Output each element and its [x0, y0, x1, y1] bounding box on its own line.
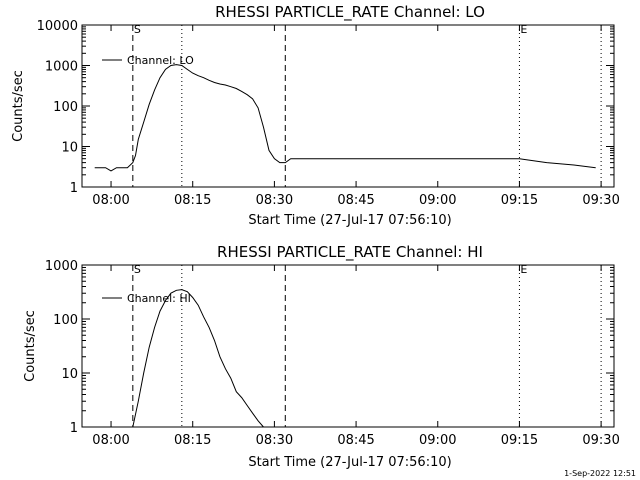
y-tick-label-2: 100 [53, 100, 78, 115]
panel-hi-title: RHESSI PARTICLE_RATE Channel: HI [217, 243, 483, 262]
panel-lo-title: RHESSI PARTICLE_RATE Channel: LO [215, 3, 485, 22]
x-tick-label-5: 09:15 [501, 193, 538, 208]
y-tick-label-0: 1 [70, 181, 78, 196]
x-tick-label-3: 08:45 [337, 433, 374, 448]
panel-lo-x-axis: 08:00 08:15 08:30 08:45 09:00 09:15 09:30 [92, 25, 620, 208]
y-tick-label-1: 10 [61, 367, 78, 382]
marker-label-E: E [520, 263, 527, 276]
panel-lo-legend-label: Channel: LO [127, 54, 194, 67]
x-tick-label-4: 09:00 [419, 193, 456, 208]
panel-lo-series-line [94, 64, 596, 172]
panel-hi-legend-label: Channel: HI [127, 292, 191, 305]
y-tick-label-0: 1 [70, 421, 78, 436]
x-tick-label-0: 08:00 [92, 193, 129, 208]
panel-hi-y-label: Counts/sec [23, 310, 38, 382]
panel-lo-frame [81, 24, 615, 188]
y-tick-label-2: 100 [53, 313, 78, 328]
y-tick-label-4: 10000 [37, 19, 78, 34]
panel-hi-y-axis: 1 10 100 1000 [45, 259, 614, 436]
x-tick-label-2: 08:30 [256, 433, 293, 448]
marker-label-S: S [134, 23, 141, 36]
x-tick-label-6: 09:30 [582, 433, 619, 448]
y-tick-label-3: 1000 [45, 259, 78, 274]
panel-hi-frame [81, 264, 615, 428]
marker-label-S: S [134, 263, 141, 276]
panel-lo-y-label: Counts/sec [11, 70, 26, 142]
panel-hi-x-label: Start Time (27-Jul-17 07:56:10) [248, 455, 451, 470]
marker-label-E: E [520, 23, 527, 36]
x-tick-label-0: 08:00 [92, 433, 129, 448]
panel-lo-x-label: Start Time (27-Jul-17 07:56:10) [248, 213, 451, 228]
x-tick-label-1: 08:15 [174, 433, 211, 448]
x-tick-label-4: 09:00 [419, 433, 456, 448]
y-tick-label-3: 1000 [45, 60, 78, 75]
x-tick-label-6: 09:30 [582, 193, 619, 208]
panel-hi-x-axis: 08:00 08:15 08:30 08:45 09:00 09:15 09:30 [92, 265, 620, 448]
x-tick-label-2: 08:30 [256, 193, 293, 208]
x-tick-label-1: 08:15 [174, 193, 211, 208]
y-tick-label-1: 10 [61, 141, 78, 156]
generation-timestamp: 1-Sep-2022 12:51 [564, 469, 636, 478]
x-tick-label-3: 08:45 [337, 193, 374, 208]
panel-hi-series-line [132, 289, 264, 428]
panel-lo-y-axis: 1 10 100 1000 10000 [37, 19, 614, 196]
x-tick-label-5: 09:15 [501, 433, 538, 448]
